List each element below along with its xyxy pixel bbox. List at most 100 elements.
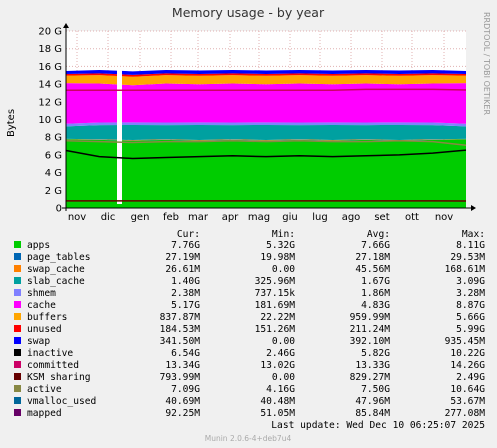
legend-series-name: page_tables <box>27 252 91 263</box>
y-tick-label: 12 G <box>38 97 62 108</box>
area-apps <box>66 139 466 208</box>
legend-value: 0.00 <box>272 264 295 275</box>
legend-column-header: Avg: <box>367 229 390 240</box>
legend-value: 837.87M <box>160 312 201 323</box>
area-unused <box>66 73 466 77</box>
legend-swatch <box>14 325 21 332</box>
legend-swatch <box>14 385 21 392</box>
x-tick-label: mag <box>248 212 270 223</box>
legend-value: 1.40G <box>171 276 200 287</box>
x-axis-arrow <box>471 205 476 211</box>
y-tick-label: 16 G <box>38 62 62 73</box>
x-tick-label: mar <box>188 212 209 223</box>
legend-series-name: apps <box>27 240 50 251</box>
x-tick-label: ago <box>342 212 361 223</box>
legend-swatch <box>14 253 21 260</box>
y-tick-label: 4 G <box>45 168 62 179</box>
legend-column-header: Min: <box>272 229 295 240</box>
legend-value: 7.76G <box>171 240 200 251</box>
legend-series-name: KSM sharing <box>27 372 91 383</box>
legend-swatch <box>14 313 21 320</box>
legend-swatch <box>14 337 21 344</box>
legend-value: 40.48M <box>260 396 295 407</box>
chart-title: Memory usage - by year <box>172 5 325 20</box>
legend-value: 3.28M <box>456 288 485 299</box>
y-tick-label: 2 G <box>45 186 62 197</box>
legend-value: 325.96M <box>255 276 296 287</box>
legend-swatch <box>14 265 21 272</box>
legend-value: 22.22M <box>260 312 295 323</box>
legend-value: 13.33G <box>355 360 390 371</box>
legend-value: 151.26M <box>255 324 296 335</box>
x-axis-ticks: nov dic gen feb mar apr mag giu lug ago set ott nov <box>68 212 453 223</box>
watermark: RRDTOOL / TOBI OETIKER <box>482 12 491 115</box>
legend-series-name: active <box>27 384 62 395</box>
legend-value: 935.45M <box>445 336 486 347</box>
legend-value: 8.87G <box>456 300 485 311</box>
area-cache <box>66 83 466 124</box>
legend-value: 13.34G <box>165 360 200 371</box>
legend-value: 829.27M <box>350 372 391 383</box>
legend-value: 1.67G <box>361 276 390 287</box>
legend-value: 13.02G <box>260 360 295 371</box>
legend-value: 29.53M <box>450 252 485 263</box>
y-tick-label: 6 G <box>45 150 62 161</box>
legend-swatch <box>14 349 21 356</box>
area-swap <box>66 69 466 75</box>
legend-series-name: committed <box>27 360 79 371</box>
y-axis-label: Bytes <box>6 109 17 137</box>
legend-value: 168.61M <box>445 264 486 275</box>
legend-value: 793.99M <box>160 372 201 383</box>
legend-swatch <box>14 289 21 296</box>
legend-value: 5.32G <box>266 240 295 251</box>
y-axis-arrow <box>63 23 69 28</box>
legend-value: 7.09G <box>171 384 200 395</box>
legend-value: 3.09G <box>456 276 485 287</box>
x-tick-label: nov <box>68 212 86 223</box>
legend-value: 5.82G <box>361 348 390 359</box>
legend-value: 5.66G <box>456 312 485 323</box>
legend-series-name: slab_cache <box>27 276 85 287</box>
legend-series-name: shmem <box>27 288 56 299</box>
x-tick-label: giu <box>282 212 297 223</box>
legend-value: 92.25M <box>165 408 200 419</box>
legend-series-name: inactive <box>27 348 73 359</box>
legend-value: 2.46G <box>266 348 295 359</box>
legend-value: 5.99G <box>456 324 485 335</box>
y-tick-label: 20 G <box>38 27 62 38</box>
legend-series-name: swap <box>27 336 50 347</box>
y-axis-ticks: 0 2 G 4 G 6 G 8 G 10 G 12 G 14 G 16 G 18 G 20 G <box>38 27 62 215</box>
legend-swatch <box>14 397 21 404</box>
legend-value: 14.26G <box>450 360 485 371</box>
line-committed <box>66 88 467 92</box>
series-lines <box>65 88 467 202</box>
y-tick-label: 8 G <box>45 133 62 144</box>
legend-value: 341.50M <box>160 336 201 347</box>
x-tick-label: ott <box>405 212 419 223</box>
legend-swatch <box>14 361 21 368</box>
legend-value: 26.61M <box>165 264 200 275</box>
x-tick-label: apr <box>222 212 239 223</box>
area-buffers <box>66 75 466 86</box>
legend-value: 181.69M <box>255 300 296 311</box>
legend-value: 47.96M <box>355 396 390 407</box>
data-gap <box>117 68 122 204</box>
legend-swatch <box>14 409 21 416</box>
legend-series-name: buffers <box>27 312 67 323</box>
area-slab-cache <box>66 125 466 141</box>
legend-value: 40.69M <box>165 396 200 407</box>
legend-value: 53.67M <box>450 396 485 407</box>
x-tick-label: dic <box>101 212 116 223</box>
legend-value: 0.00 <box>272 336 295 347</box>
legend-value: 737.15k <box>255 288 296 299</box>
x-tick-label: feb <box>163 212 179 223</box>
legend-value: 6.54G <box>171 348 200 359</box>
y-tick-label: 14 G <box>38 80 62 91</box>
legend-series-name: mapped <box>27 408 62 419</box>
legend-value: 45.56M <box>355 264 390 275</box>
x-tick-label: nov <box>435 212 453 223</box>
legend-swatch <box>14 277 21 284</box>
legend-value: 19.98M <box>260 252 295 263</box>
legend-value: 27.19M <box>165 252 200 263</box>
